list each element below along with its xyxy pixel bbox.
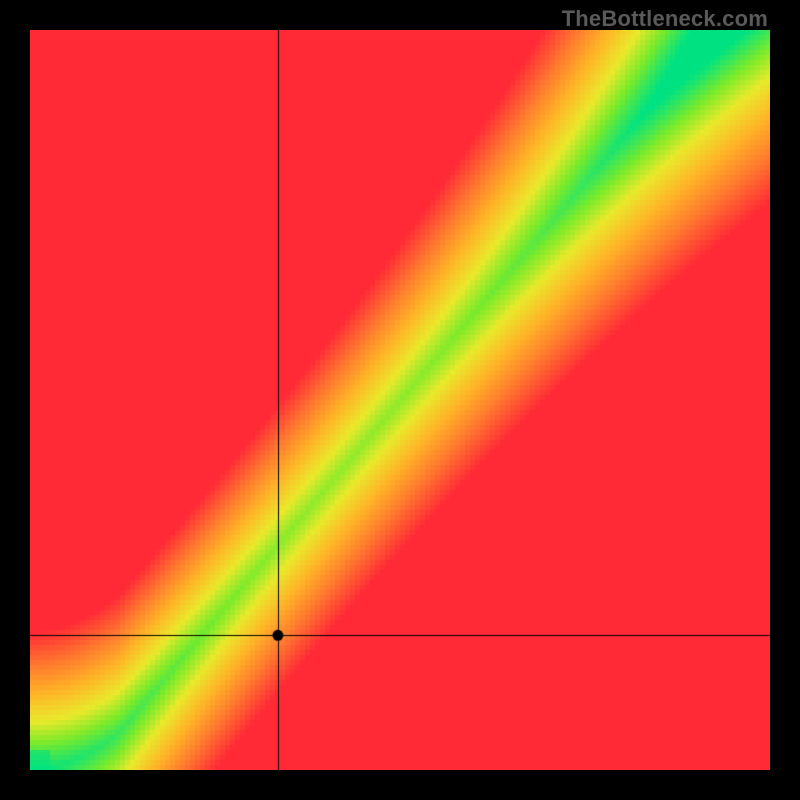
chart-container: TheBottleneck.com [0, 0, 800, 800]
bottleneck-heatmap [30, 30, 770, 770]
watermark-text: TheBottleneck.com [562, 6, 768, 32]
